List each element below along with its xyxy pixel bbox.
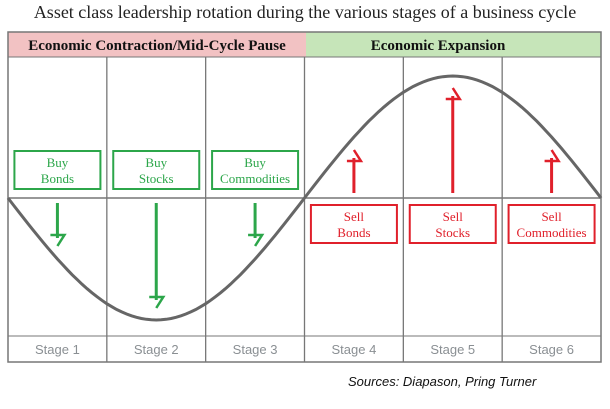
- sources-note: Sources: Diapason, Pring Turner: [348, 374, 537, 389]
- arrow-head-icon: [248, 233, 265, 247]
- asset-label: Bonds: [337, 225, 370, 240]
- stage-label: Stage 4: [332, 342, 377, 357]
- chart-title: Asset class leadership rotation during t…: [33, 2, 577, 22]
- action-label: Sell: [344, 209, 365, 224]
- expansion-header-label: Economic Expansion: [371, 38, 506, 54]
- stage-label: Stage 1: [35, 342, 80, 357]
- business-cycle-curve: [6, 74, 603, 322]
- action-label: Buy: [47, 155, 69, 170]
- expansion-header-band: [306, 32, 601, 57]
- buy-stocks-box: [112, 150, 201, 190]
- buy-commodities-box: [211, 150, 300, 190]
- asset-label: Bonds: [41, 171, 74, 186]
- arrow-head-icon: [445, 87, 463, 101]
- action-label: Sell: [443, 209, 464, 224]
- arrow-head-icon: [50, 233, 67, 247]
- stage-label: Stage 5: [430, 342, 475, 357]
- contraction-header-band: [8, 32, 306, 57]
- buy-bonds-box: [13, 150, 102, 190]
- asset-label: Commodities: [220, 171, 290, 186]
- asset-label: Commodities: [517, 225, 587, 240]
- stage-label: Stage 2: [134, 342, 179, 357]
- action-label: Sell: [541, 209, 562, 224]
- asset-label: Stocks: [139, 171, 174, 186]
- arrow-head-icon: [544, 149, 561, 163]
- contraction-header-label: Economic Contraction/Mid-Cycle Pause: [28, 38, 286, 54]
- stage-label: Stage 6: [529, 342, 574, 357]
- arrow-head-icon: [346, 149, 364, 163]
- arrow-head-icon: [149, 295, 166, 309]
- action-label: Buy: [244, 155, 266, 170]
- sell-commodities-box: [507, 204, 596, 244]
- stage-label: Stage 3: [233, 342, 278, 357]
- sell-stocks-box: [408, 204, 497, 244]
- sell-bonds-box: [309, 204, 398, 244]
- asset-label: Stocks: [435, 225, 470, 240]
- action-label: Buy: [145, 155, 167, 170]
